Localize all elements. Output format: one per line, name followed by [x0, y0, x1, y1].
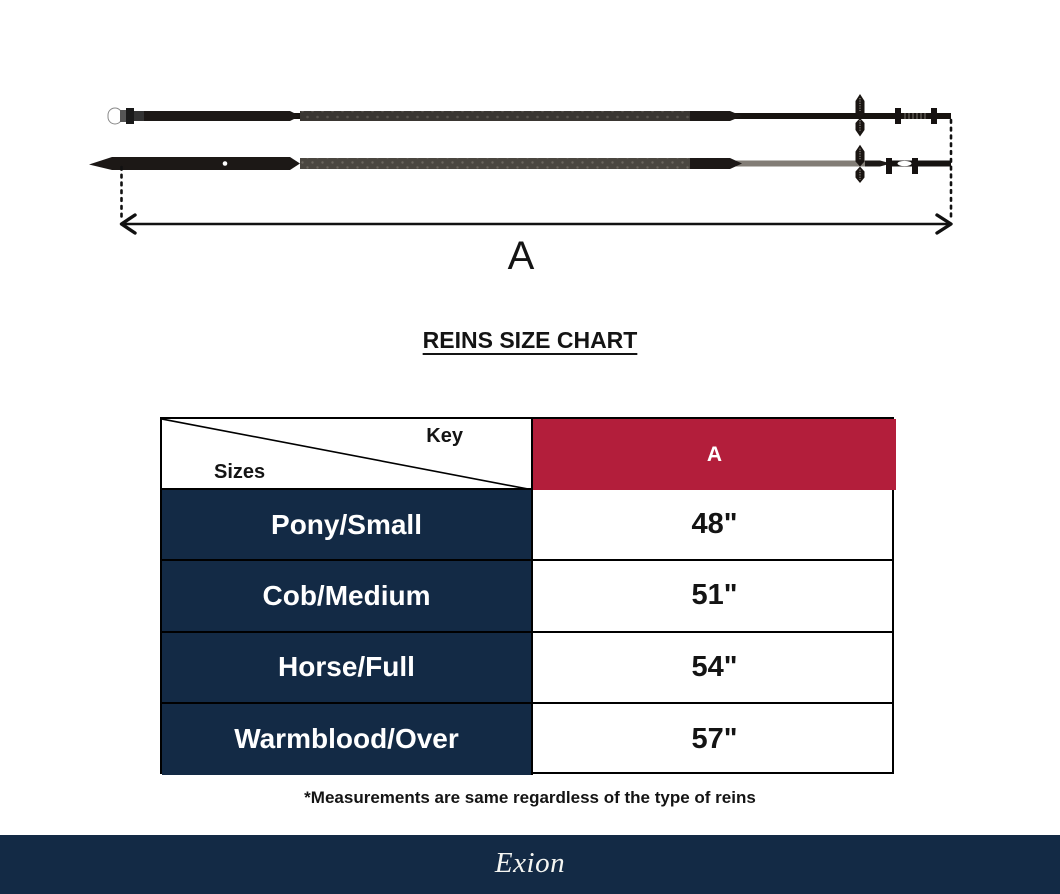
svg-text:A: A — [508, 234, 535, 278]
